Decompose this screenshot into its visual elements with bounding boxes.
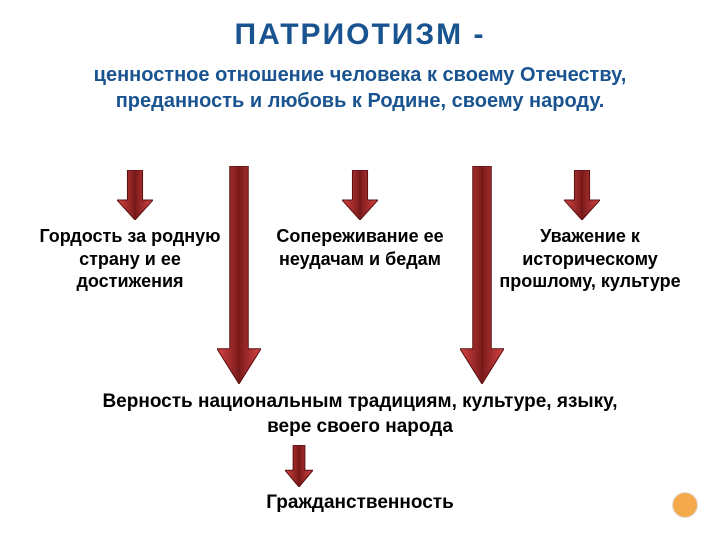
- arrow-down-icon: [117, 170, 153, 220]
- concept-respect: Уважение к историческому прошлому, культ…: [490, 225, 690, 293]
- subtitle: ценностное отношение человека к своему О…: [0, 52, 720, 114]
- concept-citizenship: Гражданственность: [0, 492, 720, 514]
- concept-pride: Гордость за родную страну и ее достижени…: [30, 225, 230, 293]
- arrow-down-icon: [342, 170, 378, 220]
- arrow-down-icon: [285, 445, 313, 487]
- concept-empathy: Сопереживание ее неудачам и бедам: [260, 225, 460, 293]
- concept-loyalty: Верность национальным традициям, культур…: [0, 390, 720, 439]
- decorative-dot-icon: [672, 492, 698, 518]
- arrow-down-icon: [564, 170, 600, 220]
- main-title: ПАТРИОТИЗМ: [235, 18, 464, 51]
- concepts-row: Гордость за родную страну и ее достижени…: [0, 225, 720, 293]
- title-dash: -: [473, 18, 485, 51]
